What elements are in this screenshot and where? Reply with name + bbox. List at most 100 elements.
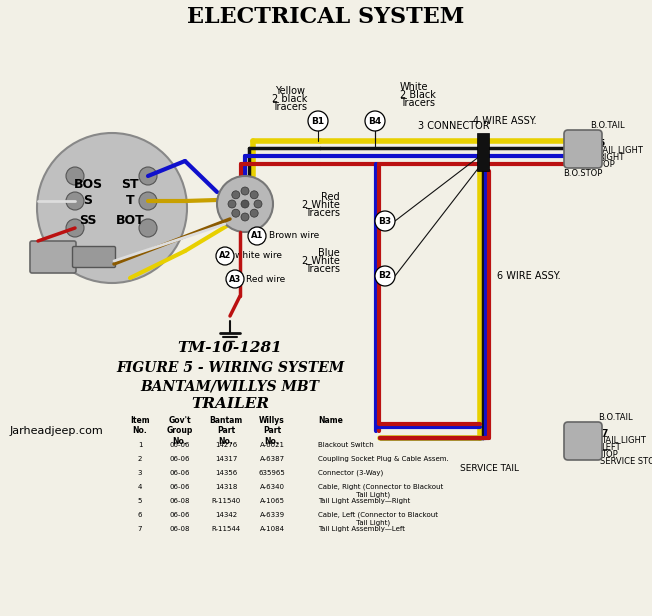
- Text: 6: 6: [138, 512, 142, 518]
- Text: 3 CONNECTOR: 3 CONNECTOR: [418, 121, 490, 131]
- Text: Connector (3-Way): Connector (3-Way): [318, 470, 383, 477]
- Text: SS: SS: [80, 214, 96, 227]
- Text: 2 Black: 2 Black: [400, 90, 436, 100]
- Text: TOP: TOP: [601, 450, 617, 459]
- Text: 1: 1: [138, 442, 142, 448]
- Text: Name: Name: [318, 416, 343, 425]
- Text: TOP: TOP: [598, 160, 615, 169]
- Circle shape: [228, 200, 236, 208]
- Text: SERVICE TAIL: SERVICE TAIL: [460, 464, 520, 473]
- Bar: [477, 133, 489, 171]
- Text: Tracers: Tracers: [400, 98, 435, 108]
- Text: Cable, Right (Connector to Blackout
                 Tail Light): Cable, Right (Connector to Blackout Tail…: [318, 484, 443, 498]
- Circle shape: [375, 266, 395, 286]
- Text: 06-08: 06-08: [170, 526, 190, 532]
- Text: 14356: 14356: [215, 470, 237, 476]
- Text: Willys
Part
No.: Willys Part No.: [259, 416, 285, 446]
- Text: TRAILER: TRAILER: [191, 397, 269, 411]
- Circle shape: [308, 111, 328, 131]
- Text: 2 White: 2 White: [302, 256, 340, 266]
- Circle shape: [241, 187, 249, 195]
- FancyBboxPatch shape: [30, 241, 76, 273]
- Text: Cable, Left (Connector to Blackout
                 Tail Light): Cable, Left (Connector to Blackout Tail …: [318, 512, 438, 526]
- Text: Tracers: Tracers: [273, 102, 308, 112]
- Text: A-6340: A-6340: [259, 484, 284, 490]
- Text: B.O.TAIL: B.O.TAIL: [590, 121, 625, 131]
- Text: 06-06: 06-06: [170, 512, 190, 518]
- Text: 06-06: 06-06: [170, 442, 190, 448]
- Text: 4: 4: [138, 484, 142, 490]
- Text: B2: B2: [378, 272, 392, 280]
- Text: Jarheadjeep.com: Jarheadjeep.com: [10, 426, 104, 436]
- Text: Item
No.: Item No.: [130, 416, 150, 436]
- Text: 06-06: 06-06: [170, 470, 190, 476]
- Text: 3: 3: [138, 470, 142, 476]
- FancyBboxPatch shape: [564, 422, 602, 460]
- Text: 14318: 14318: [215, 484, 237, 490]
- Text: 14317: 14317: [215, 456, 237, 462]
- Text: A3: A3: [229, 275, 241, 283]
- Text: 2: 2: [138, 456, 142, 462]
- Text: LEFT: LEFT: [601, 443, 621, 452]
- Text: BANTAM/WILLYS MBT: BANTAM/WILLYS MBT: [140, 379, 319, 393]
- Circle shape: [232, 191, 240, 199]
- Circle shape: [66, 219, 84, 237]
- Text: FIGURE 5 - WIRING SYSTEM: FIGURE 5 - WIRING SYSTEM: [116, 361, 344, 375]
- Text: 06-08: 06-08: [170, 498, 190, 504]
- Circle shape: [232, 209, 240, 217]
- Text: Gov't
Group
No.: Gov't Group No.: [167, 416, 193, 446]
- Text: white wire: white wire: [235, 251, 282, 261]
- Circle shape: [365, 111, 385, 131]
- Circle shape: [226, 270, 244, 288]
- Text: B3: B3: [378, 216, 392, 225]
- Text: T: T: [126, 195, 134, 208]
- Text: R-11540: R-11540: [211, 498, 241, 504]
- Text: B.O.TAIL: B.O.TAIL: [598, 413, 632, 423]
- Text: Red: Red: [321, 192, 340, 202]
- Circle shape: [66, 192, 84, 210]
- Text: RIGHT: RIGHT: [598, 153, 624, 162]
- Circle shape: [66, 167, 84, 185]
- Text: 14342: 14342: [215, 512, 237, 518]
- Text: 2 White: 2 White: [302, 200, 340, 210]
- Text: Tail Light Assembly—Right: Tail Light Assembly—Right: [318, 498, 410, 504]
- Text: 5: 5: [598, 139, 604, 148]
- Text: 5: 5: [138, 498, 142, 504]
- Text: A-6339: A-6339: [259, 512, 284, 518]
- Text: R-11544: R-11544: [211, 526, 241, 532]
- Circle shape: [139, 192, 157, 210]
- Circle shape: [248, 227, 266, 245]
- Text: Brown wire: Brown wire: [269, 232, 319, 240]
- Text: B.O.STOP: B.O.STOP: [563, 169, 602, 178]
- Text: 14276: 14276: [215, 442, 237, 448]
- Text: Coupling Socket Plug & Cable Assem.: Coupling Socket Plug & Cable Assem.: [318, 456, 449, 462]
- Text: SERVICE STOP: SERVICE STOP: [600, 456, 652, 466]
- Text: Bantam
Part
No.: Bantam Part No.: [209, 416, 243, 446]
- FancyBboxPatch shape: [72, 246, 115, 267]
- Text: 7: 7: [601, 429, 608, 438]
- Text: A-6021: A-6021: [259, 442, 284, 448]
- Text: Red wire: Red wire: [246, 275, 286, 283]
- Text: TAIL LIGHT: TAIL LIGHT: [598, 146, 643, 155]
- Text: Blue: Blue: [318, 248, 340, 258]
- Circle shape: [250, 209, 258, 217]
- Text: 7: 7: [138, 526, 142, 532]
- Circle shape: [254, 200, 262, 208]
- Text: 6 WIRE ASSY.: 6 WIRE ASSY.: [497, 271, 561, 281]
- Text: Yellow: Yellow: [275, 86, 305, 96]
- Text: BOT: BOT: [115, 214, 144, 227]
- Text: 06-06: 06-06: [170, 456, 190, 462]
- Text: A1: A1: [251, 232, 263, 240]
- Text: A-6387: A-6387: [259, 456, 284, 462]
- Text: White: White: [400, 82, 428, 92]
- Text: BOS: BOS: [74, 177, 102, 190]
- Text: B1: B1: [312, 116, 325, 126]
- Text: A2: A2: [219, 251, 231, 261]
- Text: 2 black: 2 black: [273, 94, 308, 104]
- Circle shape: [250, 191, 258, 199]
- Circle shape: [139, 219, 157, 237]
- Text: B4: B4: [368, 116, 381, 126]
- Circle shape: [216, 247, 234, 265]
- Text: 635965: 635965: [259, 470, 286, 476]
- Circle shape: [139, 167, 157, 185]
